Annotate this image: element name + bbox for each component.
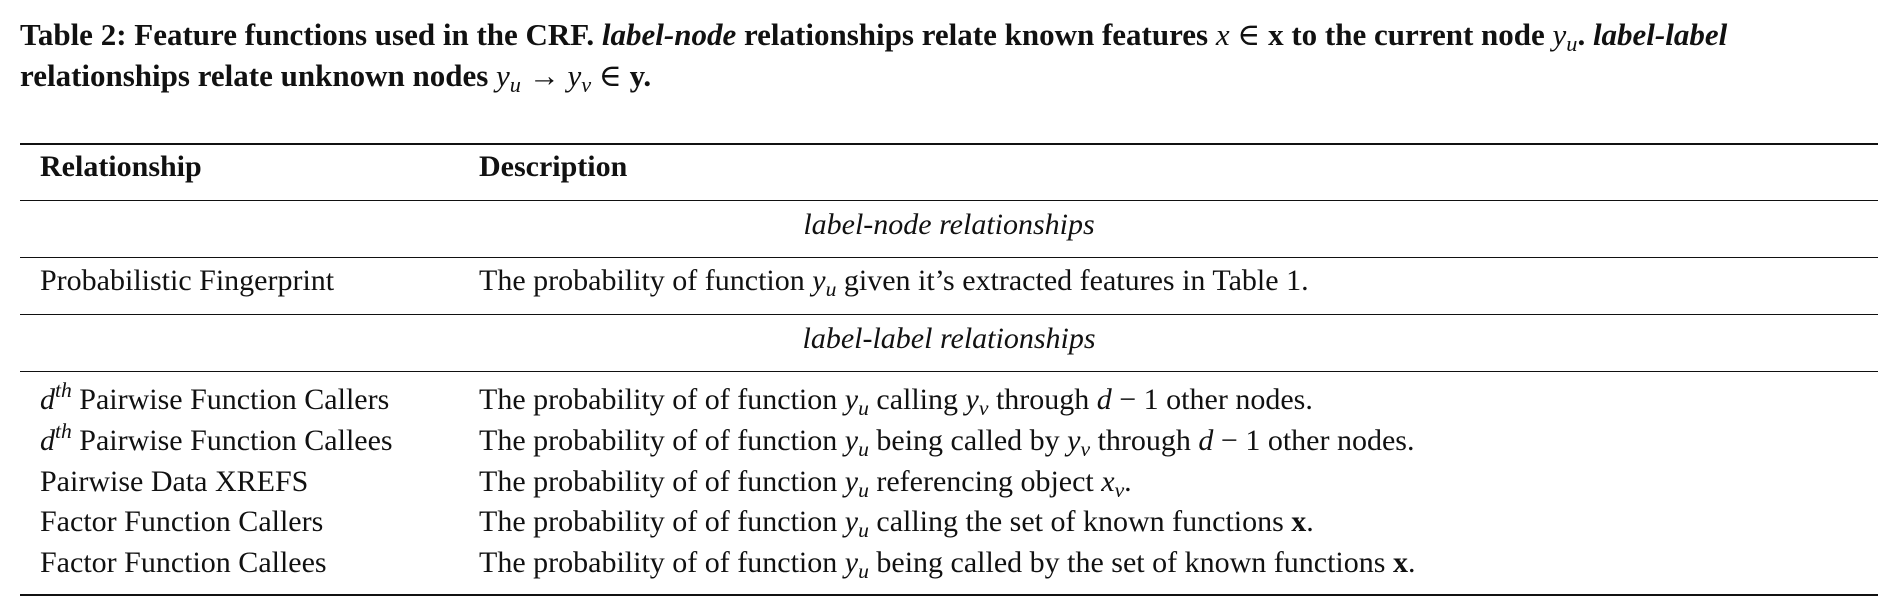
caption-math-c-sub: u	[509, 72, 521, 98]
section-title-label-label: label-label relationships	[802, 322, 1096, 355]
relationship-cell: Factor Function Callees	[40, 546, 327, 579]
description-cell: The probability of of function yu callin…	[479, 505, 1314, 543]
top-rule	[20, 143, 1878, 145]
description-cell: The probability of of function yu callin…	[479, 383, 1313, 421]
section-rule-1	[20, 257, 1878, 258]
caption-math-b: y	[1552, 17, 1567, 52]
description-cell: The probability of function yu given it’…	[479, 264, 1309, 302]
section-title-label-node: label-node relationships	[803, 208, 1095, 241]
relationship-cell: Probabilistic Fingerprint	[40, 264, 335, 297]
caption-elem: ∈	[591, 58, 630, 93]
caption-text-c: to the current node	[1283, 17, 1553, 52]
header-row: Relationship Description	[20, 150, 1878, 190]
caption-arrow: →	[520, 58, 568, 93]
bottom-rule	[20, 594, 1878, 596]
caption-math-d: y	[567, 58, 582, 93]
caption-label-label: label-label	[1592, 17, 1728, 52]
relationship-cell: Pairwise Data XREFS	[40, 465, 309, 498]
caption-math-a: x ∈	[1215, 17, 1269, 52]
header-description: Description	[479, 150, 628, 183]
section-rule-2	[20, 314, 1878, 315]
caption-text-d: .	[1577, 17, 1586, 52]
caption-text-e: relationships relate unknown nodes	[20, 58, 489, 93]
caption-label: Table 2:	[20, 17, 127, 52]
section-rule-3	[20, 371, 1878, 372]
caption-math-b-sub: u	[1566, 31, 1578, 57]
description-cell: The probability of of function yu being …	[479, 424, 1415, 462]
caption-text-b: relationships relate known features	[743, 17, 1209, 52]
relationship-cell: dth Pairwise Function Callers	[40, 378, 390, 416]
relationship-cell: Factor Function Callers	[40, 505, 324, 538]
relationship-cell: dth Pairwise Function Callees	[40, 419, 393, 457]
description-cell: The probability of of function yu being …	[479, 546, 1416, 584]
caption-text-a: Feature functions used in the CRF.	[134, 17, 595, 52]
header-rule	[20, 200, 1878, 201]
caption-label-node: label-node	[601, 17, 737, 52]
caption-bold-x: x	[1268, 17, 1284, 52]
caption-bold-y: y	[629, 58, 644, 93]
description-cell: The probability of of function yu refere…	[479, 465, 1132, 503]
table-caption: Table 2: Feature functions used in the C…	[20, 14, 1880, 96]
caption-math-c: y	[496, 58, 510, 93]
caption-text-f: .	[643, 58, 652, 93]
header-relationship: Relationship	[40, 150, 202, 183]
caption-math-d-sub: v	[581, 72, 592, 98]
